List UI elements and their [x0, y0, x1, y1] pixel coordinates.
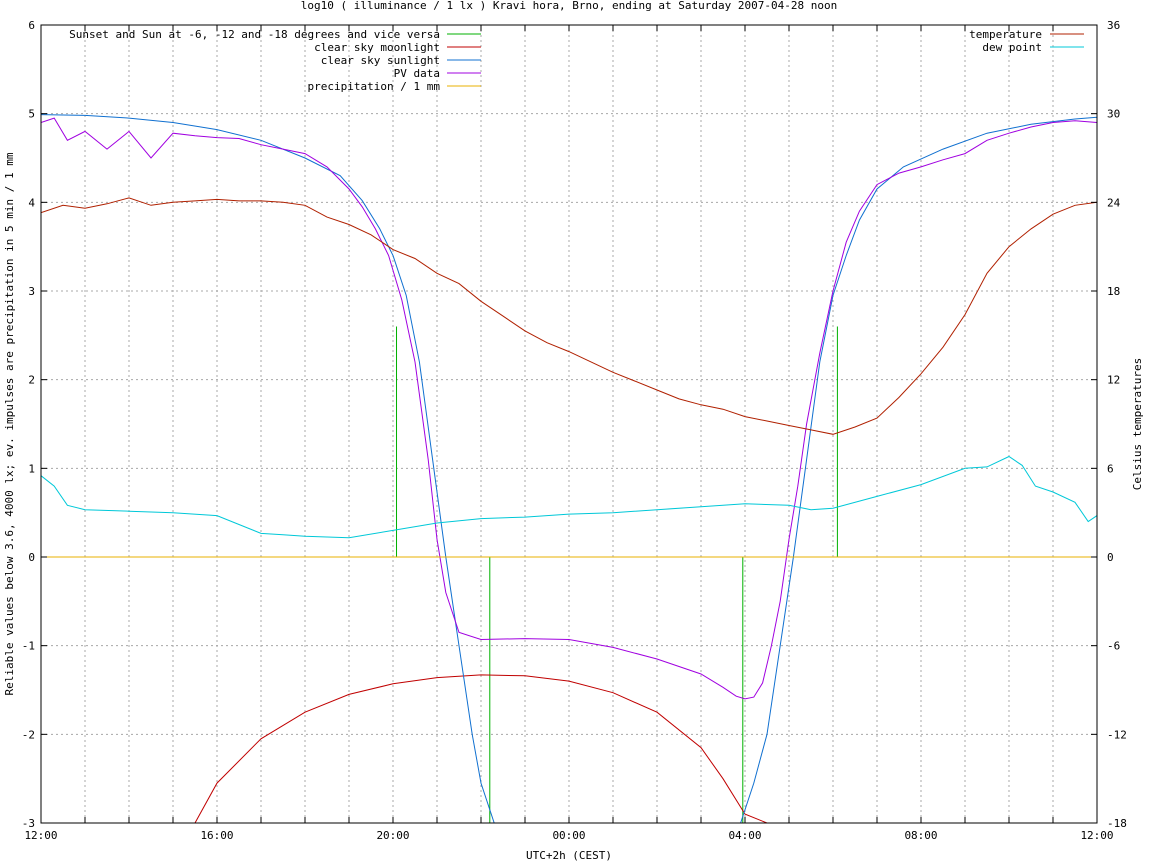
x-tick-label: 00:00 — [552, 829, 585, 842]
x-axis-ticks: 12:00 16:00 20:00 00:00 04:00 08:00 12:00 — [24, 25, 1114, 842]
data-lines — [41, 114, 1097, 823]
legend-label: PV data — [394, 67, 440, 80]
y2-tick-label: 18 — [1107, 285, 1120, 298]
y-tick-label: 5 — [28, 108, 35, 121]
y2-tick-label: 30 — [1107, 108, 1120, 121]
y2-tick-label: -12 — [1107, 728, 1127, 741]
legend-label: clear sky sunlight — [321, 54, 440, 67]
y2-tick-label: 12 — [1107, 374, 1120, 387]
x-tick-label: 08:00 — [904, 829, 937, 842]
y-tick-label: 0 — [28, 551, 35, 564]
y2-axis-label: Celsius temperatures — [1131, 358, 1144, 490]
chart-title: log10 ( illuminance / 1 lx ) Kravi hora,… — [301, 0, 837, 12]
plot-frame — [40, 24, 1098, 824]
right-axis-ticks: -18 -12 -6 0 6 12 18 24 30 36 — [1091, 19, 1127, 830]
y-axis-label: Reliable values below 3.6, 4000 lx; ev. … — [3, 152, 16, 695]
y2-tick-label: 0 — [1107, 551, 1114, 564]
x-tick-label: 12:00 — [1080, 829, 1113, 842]
y2-tick-label: -6 — [1107, 640, 1120, 653]
y-tick-label: -2 — [22, 728, 35, 741]
y2-tick-label: 24 — [1107, 196, 1121, 209]
y2-tick-label: -18 — [1107, 817, 1127, 830]
y-tick-label: 6 — [28, 19, 35, 32]
y-tick-label: 2 — [28, 374, 35, 387]
y-tick-label: 3 — [28, 285, 35, 298]
series-line-clear-sky-moonlight — [194, 674, 768, 823]
y-tick-label: 1 — [28, 462, 35, 475]
x-tick-label: 20:00 — [376, 829, 409, 842]
legend-label: clear sky moonlight — [314, 41, 440, 54]
legend-label: dew point — [982, 41, 1042, 54]
y-tick-label: -1 — [22, 640, 35, 653]
y-tick-label: 4 — [28, 196, 35, 209]
y2-tick-label: 6 — [1107, 462, 1114, 475]
y-tick-label: -3 — [22, 817, 35, 830]
x-tick-label: 04:00 — [728, 829, 761, 842]
legend-left: Sunset and Sun at -6, -12 and -18 degree… — [69, 28, 481, 93]
x-tick-label: 12:00 — [24, 829, 57, 842]
y2-tick-label: 36 — [1107, 19, 1120, 32]
series-line-dew-point — [41, 455, 1097, 539]
series-line-clear-sky-sunlight — [41, 114, 1097, 823]
grid-lines — [41, 25, 1097, 823]
x-tick-label: 16:00 — [200, 829, 233, 842]
left-axis-ticks: -3 -2 -1 0 1 2 3 4 5 6 — [22, 19, 47, 830]
legend-label: temperature — [969, 28, 1042, 41]
legend-label: precipitation / 1 mm — [308, 80, 441, 93]
legend-label: Sunset and Sun at -6, -12 and -18 degree… — [69, 28, 440, 41]
series-line-pv-data — [41, 117, 1097, 700]
x-axis-label: UTC+2h (CEST) — [526, 849, 612, 862]
series-line-temperature — [41, 197, 1097, 435]
